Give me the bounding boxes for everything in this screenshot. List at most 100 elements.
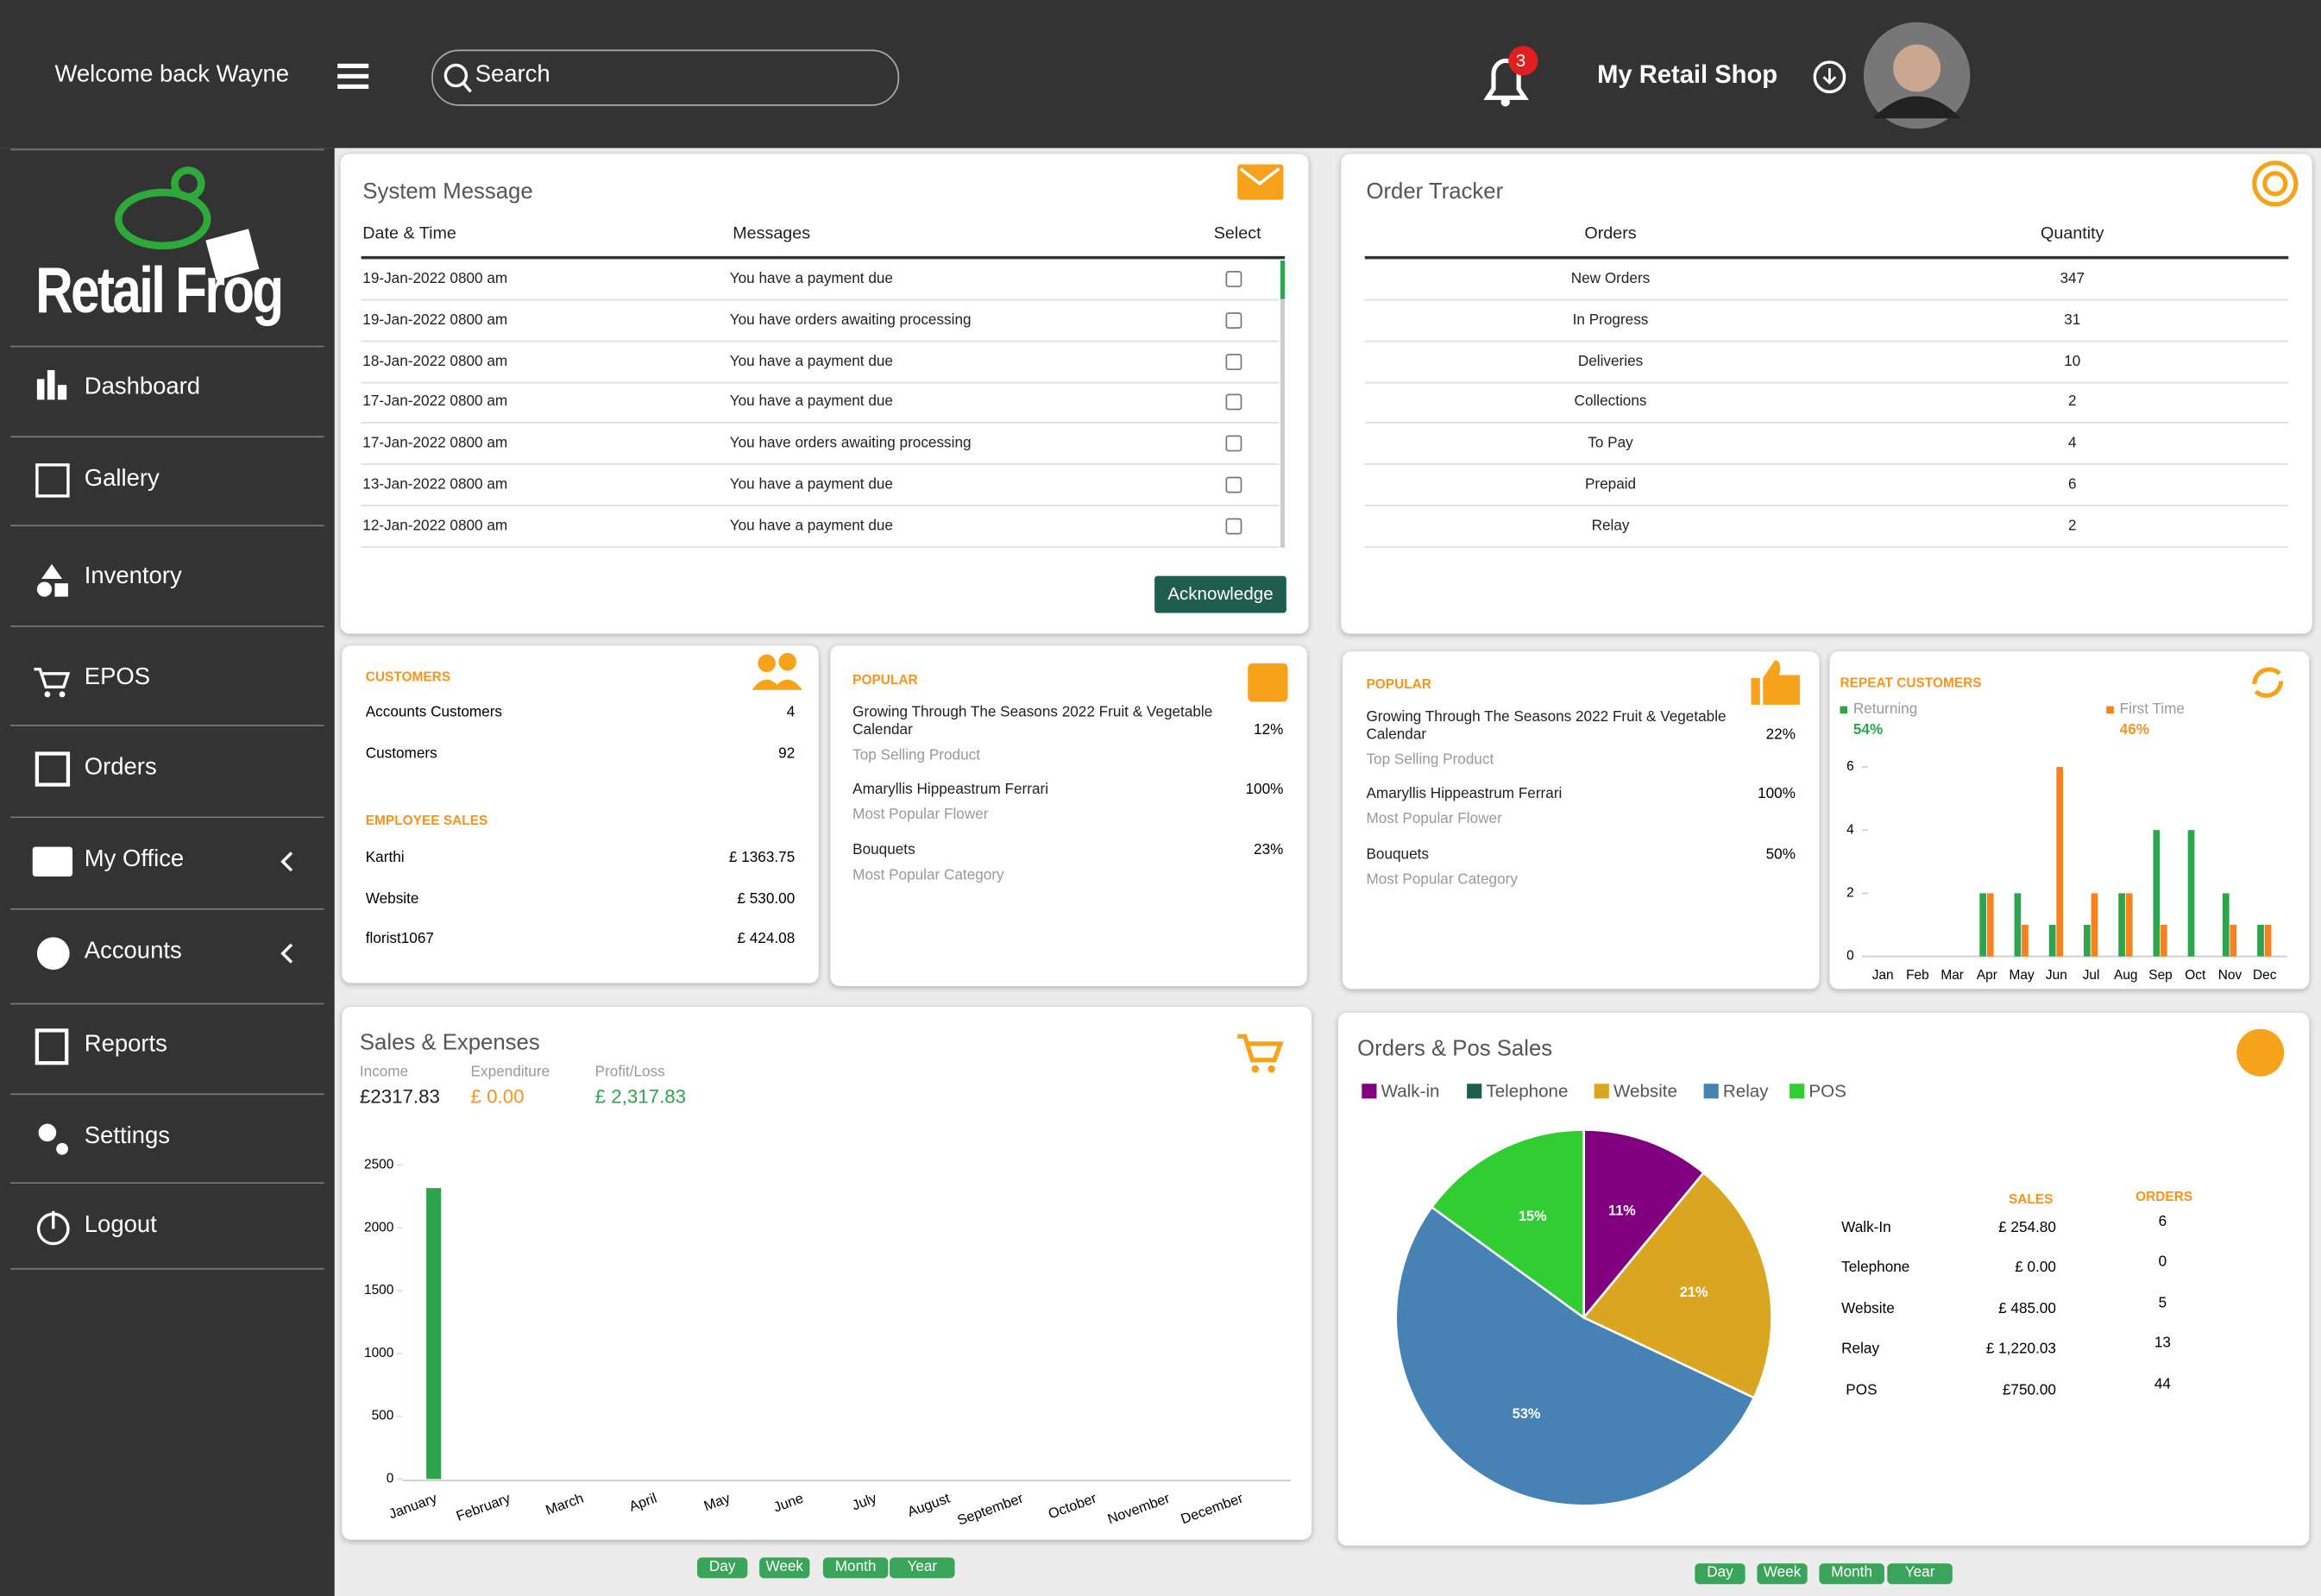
period-button[interactable]: Week (1757, 1563, 1808, 1585)
checkbox[interactable] (1225, 271, 1242, 287)
value: £ 0.00 (2015, 1260, 2056, 1277)
cell: You have a payment due (729, 518, 893, 535)
cell: You have a payment due (729, 353, 893, 370)
period-button[interactable]: Month (822, 1557, 889, 1579)
bar (2161, 925, 2167, 957)
nav-item[interactable]: Reports (84, 1032, 167, 1058)
value: 4 (786, 704, 796, 721)
label: Relay (1841, 1341, 1880, 1358)
legend-swatch (1703, 1084, 1719, 1099)
cell: New Orders (1570, 271, 1651, 287)
search-box[interactable] (431, 49, 900, 106)
product-sub: Top Selling Product (852, 747, 980, 764)
cell: In Progress (1572, 311, 1649, 329)
cell: 17-Jan-2022 0800 am (362, 394, 508, 412)
popular-card (830, 645, 1307, 986)
acknowledge-button[interactable]: Acknowledge (1154, 575, 1286, 613)
logo-frog (114, 167, 211, 250)
period-button[interactable]: Year (1887, 1563, 1953, 1585)
bar (2048, 925, 2056, 957)
x-tick-label: Jun (2046, 968, 2067, 983)
period-button[interactable]: Month (1819, 1563, 1884, 1585)
product-sub: Most Popular Flower (1366, 811, 1502, 828)
product-sub: Most Popular Category (852, 867, 1004, 884)
bar (2230, 925, 2237, 957)
row-line (1364, 545, 2289, 548)
logo-text: Retail Frog (35, 254, 284, 328)
value: £ 530.00 (737, 890, 796, 908)
value: 6 (2158, 1214, 2167, 1231)
label: POS (1846, 1382, 1878, 1399)
legend-name: Walk-in (1381, 1080, 1440, 1102)
period-button[interactable]: Year (890, 1557, 955, 1579)
y-tick-label: 2500 (364, 1158, 393, 1172)
checkbox[interactable] (1225, 353, 1242, 370)
cell: You have a payment due (729, 394, 893, 412)
search-placeholder[interactable]: Search (475, 62, 550, 88)
nav-item[interactable]: Orders (84, 755, 157, 781)
nav-item[interactable]: Gallery (84, 466, 160, 492)
checkbox[interactable] (1225, 394, 1242, 412)
percentage: 100% (1758, 786, 1796, 803)
legend-swatch (1594, 1084, 1609, 1099)
sales-expenses-card (342, 1006, 1311, 1540)
x-tick-label: Feb (1906, 968, 1929, 983)
section-title: EMPLOYEE SALES (365, 813, 488, 828)
checkbox[interactable] (1225, 476, 1242, 493)
value: 0 (2158, 1254, 2167, 1271)
nav-item[interactable]: My Office (84, 846, 185, 872)
checkbox[interactable] (1225, 435, 1242, 452)
bar (2083, 925, 2091, 957)
x-tick-label: Apr (1977, 968, 1997, 983)
bar (1979, 893, 1987, 957)
value: £ 424.08 (737, 931, 796, 948)
stat-label: Expenditure (470, 1064, 550, 1081)
pie-slice (1394, 1205, 1756, 1507)
bar (2257, 925, 2264, 957)
checkbox[interactable] (1225, 311, 1242, 329)
y-tick-label: 500 (372, 1409, 394, 1423)
x-tick-label: July (850, 1490, 879, 1513)
row-line (361, 463, 1280, 466)
checkbox[interactable] (1225, 518, 1242, 535)
label: Customers (365, 745, 437, 763)
period-button[interactable]: Day (697, 1557, 748, 1579)
column-header: Orders (1584, 224, 1637, 243)
row-line (1364, 505, 2289, 506)
nav-item[interactable]: Dashboard (84, 374, 201, 400)
value: £ 1363.75 (728, 850, 796, 866)
download[interactable] (1813, 60, 1846, 94)
nav-item[interactable]: Accounts (84, 939, 182, 965)
column-header: Messages (733, 224, 811, 243)
legend-swatch (1467, 1084, 1482, 1099)
x-tick-label: November (1105, 1490, 1172, 1527)
legend-name: POS (1808, 1080, 1846, 1102)
cell: Prepaid (1584, 476, 1637, 493)
menu-icon[interactable] (337, 63, 369, 89)
table-header: SALES (2008, 1191, 2054, 1207)
value: 92 (778, 745, 796, 763)
shop-name: My Retail Shop (1597, 60, 1778, 89)
legend-name: Website (1613, 1080, 1677, 1102)
nav-item[interactable]: EPOS (84, 664, 151, 690)
nav-item[interactable]: Settings (84, 1123, 170, 1149)
legend-name: Returning (1852, 701, 1918, 719)
stat-value: £ 0.00 (470, 1084, 525, 1108)
period-button[interactable]: Day (1695, 1563, 1745, 1585)
percentage: 23% (1254, 842, 1284, 859)
nav-item[interactable]: Logout (84, 1212, 157, 1238)
row-line (1364, 298, 2289, 301)
x-tick-label: Oct (2185, 968, 2206, 983)
nav-icons (32, 370, 293, 1246)
legend-swatch (1362, 1084, 1377, 1099)
cell: Collections (1574, 394, 1647, 412)
badge (1508, 46, 1538, 76)
x-tick-label: February (454, 1490, 513, 1524)
pie-slice (1430, 1128, 1585, 1320)
y-tick-label: 1000 (364, 1346, 393, 1360)
x-tick-label: April (627, 1491, 659, 1515)
x-tick-label: Sep (2148, 968, 2172, 983)
nav-item[interactable]: Inventory (84, 563, 182, 590)
x-tick-label: Dec (2253, 968, 2277, 983)
period-button[interactable]: Week (759, 1557, 810, 1579)
